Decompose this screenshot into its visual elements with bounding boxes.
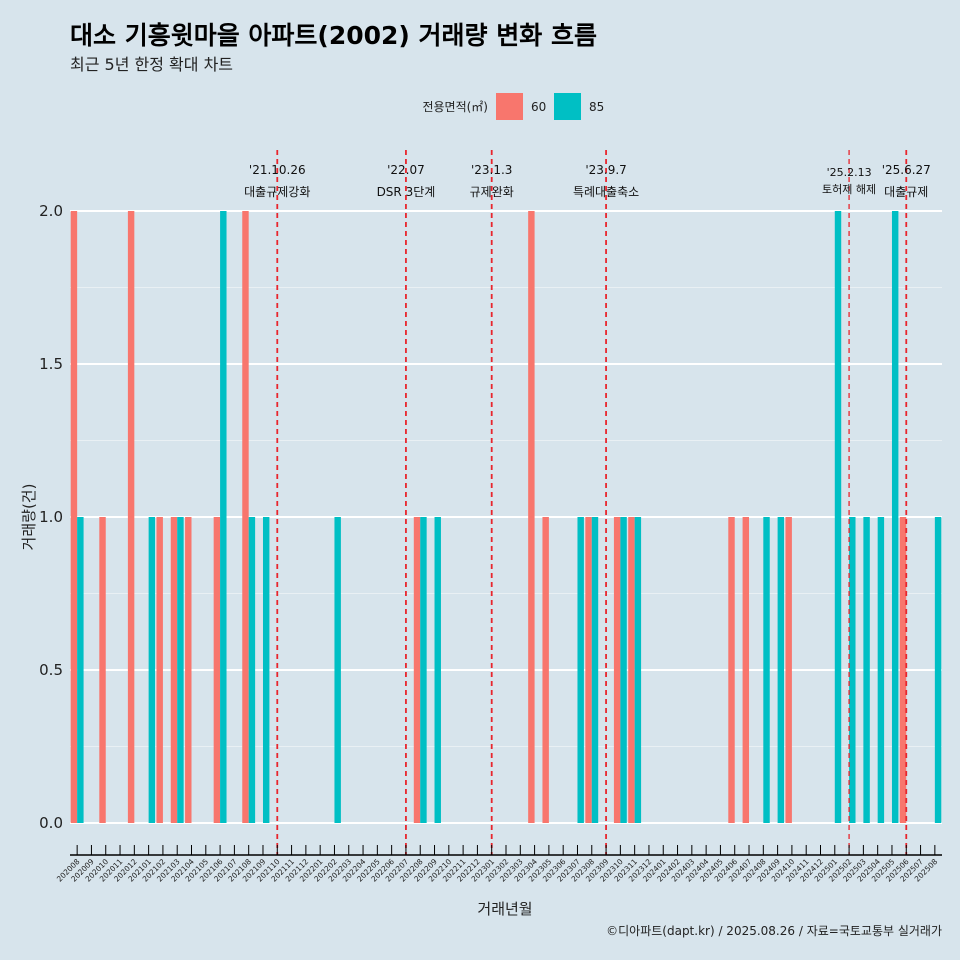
bar-85-202103 xyxy=(177,517,184,823)
bar-60-202308 xyxy=(585,517,592,823)
bar-85-202008 xyxy=(77,517,84,823)
y-tick-label: 1.5 xyxy=(39,355,63,373)
bar-85-202501 xyxy=(834,211,842,823)
bar-85-202101 xyxy=(148,517,156,823)
legend-title: 전용면적(㎡) xyxy=(422,100,488,114)
legend-swatch-60 xyxy=(496,93,523,120)
event-name-label: 특례대출축소 xyxy=(573,185,639,199)
bar-60-202305 xyxy=(542,517,549,823)
bar-85-202308 xyxy=(591,517,599,823)
event-name-label: 규제완화 xyxy=(470,185,514,199)
legend-label-85: 85 xyxy=(589,100,604,114)
y-axis: 0.0 0.5 1.0 1.5 2.0 xyxy=(39,202,63,832)
event-date-label: '23.9.7 xyxy=(585,163,626,177)
bar-85-202307 xyxy=(577,517,584,823)
y-tick-label: 0.5 xyxy=(39,661,63,679)
bar-60-202304 xyxy=(528,211,535,823)
event-date-label: '21.10.26 xyxy=(249,163,306,177)
event-lines xyxy=(276,150,908,855)
bar-60-202407 xyxy=(742,517,750,823)
event-name-label: DSR 3단계 xyxy=(377,185,436,199)
bar-60-202310 xyxy=(613,517,621,823)
y-tick-label: 1.0 xyxy=(39,508,63,526)
y-axis-title: 거래량(건) xyxy=(20,484,38,551)
legend-label-60: 60 xyxy=(531,100,546,114)
chart-subtitle: 최근 5년 한정 확대 차트 xyxy=(70,55,233,74)
bar-60-202108 xyxy=(242,211,249,823)
bar-60-202102 xyxy=(156,517,163,823)
bar-85-202508 xyxy=(934,517,942,823)
bar-60-202104 xyxy=(185,517,192,823)
bar-85-202408 xyxy=(763,517,770,823)
bar-85-202108 xyxy=(248,517,256,823)
bar-60-202410 xyxy=(785,517,792,823)
y-tick-label: 0.0 xyxy=(39,814,63,832)
legend: 전용면적(㎡) 60 85 xyxy=(422,93,604,120)
bar-60-202208 xyxy=(413,517,421,823)
event-date-label: '25.6.27 xyxy=(882,163,931,177)
bar-60-202406 xyxy=(728,517,735,823)
bar-85-202106 xyxy=(220,211,227,823)
grid-lines xyxy=(70,210,942,824)
event-date-label: '23.1.3 xyxy=(471,163,512,177)
event-name-label: 대출규제 xyxy=(884,185,928,199)
bar-85-202503 xyxy=(863,517,870,823)
bar-85-202409 xyxy=(777,517,785,823)
bar-60-202311 xyxy=(628,517,635,823)
y-tick-label: 2.0 xyxy=(39,202,63,220)
chart-title: 대소 기흥윗마을 아파트(2002) 거래량 변화 흐름 xyxy=(70,21,597,50)
event-name-label: 토허제 해제 xyxy=(822,182,876,196)
bar-85-202209 xyxy=(434,517,441,823)
event-date-label: '25.2.13 xyxy=(827,166,872,179)
event-name-label: 대출규제강화 xyxy=(244,185,310,199)
source-caption: ©디아파트(dapt.kr) / 2025.08.26 / 자료=국토교통부 실… xyxy=(606,924,942,938)
bar-60-202103 xyxy=(170,517,178,823)
bar-60-202106 xyxy=(213,517,221,823)
bar-85-202109 xyxy=(262,517,270,823)
bar-85-202311 xyxy=(634,517,642,823)
bar-60-202506 xyxy=(899,517,907,823)
bar-60-202008 xyxy=(70,211,78,823)
bar-85-202310 xyxy=(620,517,627,823)
bar-60-202010 xyxy=(99,517,106,823)
bar-85-202504 xyxy=(877,517,885,823)
bar-85-202202 xyxy=(334,517,341,823)
event-annotations: '21.10.26 대출규제강화 '22.07 DSR 3단계 '23.1.3 규제완화 '… xyxy=(244,163,931,199)
bar-85-202502 xyxy=(849,517,856,823)
legend-swatch-85 xyxy=(554,93,581,120)
bars xyxy=(70,211,942,823)
bar-60-202012 xyxy=(127,211,135,823)
x-axis: 2020082020092020102020112020122021012021… xyxy=(55,845,942,884)
event-date-label: '22.07 xyxy=(387,163,425,177)
bar-85-202505 xyxy=(891,211,899,823)
bar-85-202208 xyxy=(420,517,427,823)
x-axis-title: 거래년월 xyxy=(477,900,532,918)
